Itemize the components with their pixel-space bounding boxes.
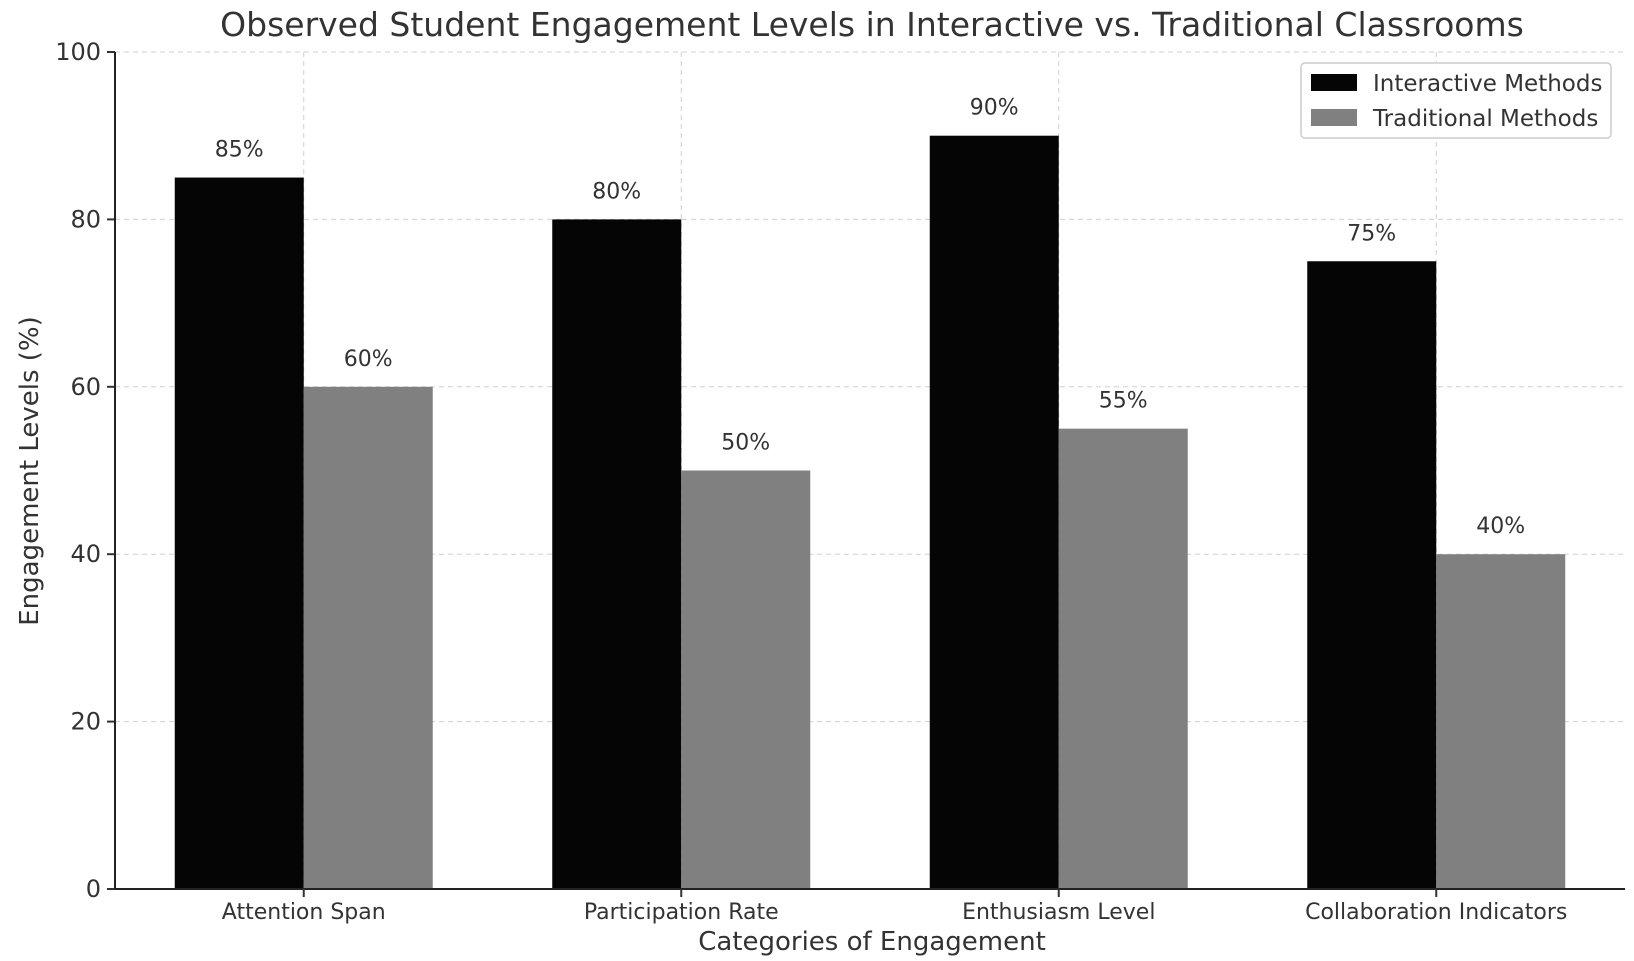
- x-tick-label: Attention Span: [222, 900, 386, 925]
- chart-title: Observed Student Engagement Levels in In…: [220, 5, 1524, 44]
- axes: 0 20 40 60 80 100 Attention Span Participation …: [55, 38, 1625, 925]
- y-tick-label: 100: [55, 38, 101, 66]
- data-label: 40%: [1476, 514, 1525, 539]
- legend-box: [1300, 62, 1612, 139]
- data-label: 85%: [215, 138, 264, 163]
- data-label: 75%: [1347, 221, 1396, 246]
- x-axis-label: Categories of Engagement: [698, 927, 1046, 957]
- x-tick-label: Collaboration Indicators: [1305, 900, 1567, 925]
- bar-interactive: [929, 135, 1059, 889]
- y-tick-label: 20: [70, 708, 101, 736]
- data-label: 60%: [344, 347, 393, 372]
- bar-traditional: [1058, 428, 1188, 889]
- bar-traditional: [681, 470, 811, 889]
- bar-interactive: [174, 177, 304, 890]
- y-axis-label: Engagement Levels (%): [15, 316, 45, 626]
- x-tick-label: Enthusiasm Level: [962, 900, 1155, 925]
- bar-interactive: [1307, 261, 1437, 889]
- legend-swatch-interactive: [1311, 74, 1357, 91]
- y-tick-label: 80: [70, 205, 101, 233]
- x-tick-label: Participation Rate: [584, 900, 779, 925]
- legend-swatch-traditional: [1311, 109, 1357, 126]
- y-tick-label: 0: [86, 875, 101, 903]
- bar-traditional: [303, 386, 433, 889]
- data-label: 90%: [970, 96, 1019, 121]
- y-tick-label: 60: [70, 373, 101, 401]
- data-label: 80%: [592, 179, 641, 204]
- bar-interactive: [552, 219, 682, 889]
- y-tick-label: 40: [70, 540, 101, 568]
- data-label: 55%: [1099, 389, 1148, 414]
- legend-label-interactive: Interactive Methods: [1373, 71, 1602, 97]
- legend-label-traditional: Traditional Methods: [1372, 106, 1598, 132]
- bars: [174, 135, 1566, 890]
- bar-traditional: [1436, 554, 1566, 889]
- data-labels: 85% 80% 90% 75% 60% 50% 55% 40%: [215, 96, 1525, 540]
- data-label: 50%: [721, 431, 770, 456]
- legend: Interactive Methods Traditional Methods: [1300, 62, 1612, 139]
